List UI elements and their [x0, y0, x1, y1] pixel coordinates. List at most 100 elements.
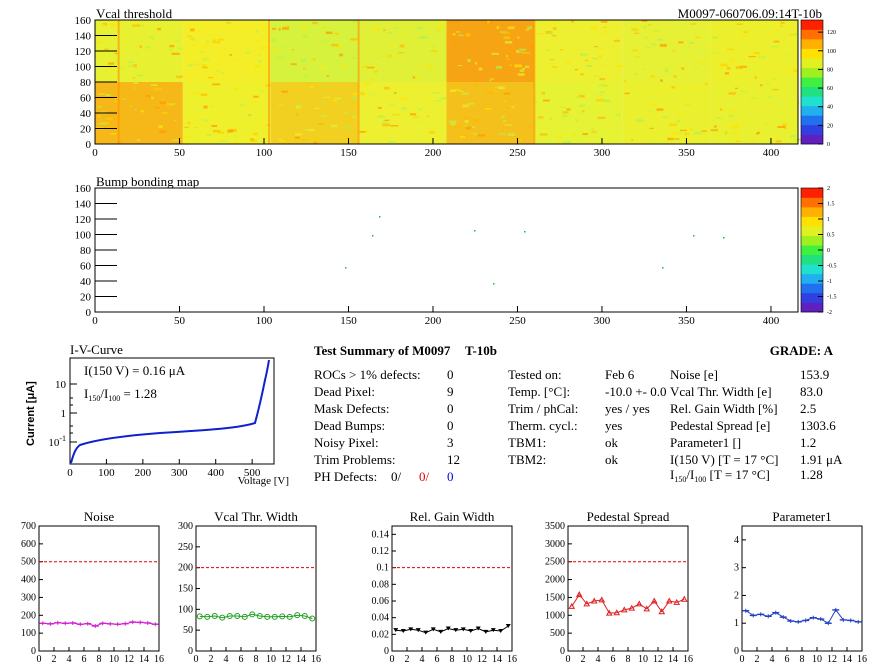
heat-cell: [159, 101, 166, 104]
heat-cell: [582, 31, 585, 33]
heat-cell: [491, 52, 499, 55]
heat-cell: [670, 131, 679, 135]
heat-cell: [602, 26, 607, 28]
heat-cell: [250, 139, 258, 142]
heat-cell: [96, 52, 104, 55]
x-tick-label: 300: [594, 315, 611, 327]
heat-cell: [551, 66, 558, 69]
y-tick-label: 20: [80, 124, 92, 136]
roc-point: [673, 598, 681, 605]
heat-cell: [401, 107, 407, 110]
heat-cell: [323, 83, 327, 87]
heat-cell: [383, 86, 390, 90]
module-label: M0097-060706.09:14T-10b: [678, 6, 822, 21]
heat-cell: [334, 97, 342, 100]
summary-right-value: 153.9: [800, 367, 829, 382]
heat-cell: [453, 89, 461, 91]
heat-cell: [272, 27, 276, 30]
roc-point: [423, 630, 429, 635]
summary-right-value: 1.2: [800, 435, 816, 450]
heat-cell: [158, 125, 163, 128]
roc-y-tick-label: 0: [384, 646, 389, 657]
heat-cell: [587, 85, 591, 89]
heat-cell: [780, 24, 783, 27]
roc-y-tick-label: 4: [734, 535, 739, 546]
heat-cell: [277, 56, 285, 60]
heat-cell: [748, 56, 756, 58]
heat-cell: [118, 66, 125, 69]
heat-cell: [541, 23, 549, 27]
heat-cell: [158, 59, 162, 61]
heat-cell: [671, 86, 675, 89]
y-tick-label: 100: [75, 230, 92, 242]
roc-x-tick-label: 0: [566, 654, 571, 665]
heat-cell: [331, 43, 339, 47]
roc-series-line: [199, 613, 313, 619]
iv-line2: I150/I100 = 1.28: [84, 386, 157, 403]
ratio-label: I150/I100 [T = 17 °C]: [670, 467, 770, 484]
summary-left-label: Trim Problems:: [314, 452, 396, 467]
summary-right-value: 1303.6: [800, 418, 836, 433]
heat-cell: [561, 74, 565, 77]
column-stripe: [268, 20, 271, 144]
summary-right-label: Vcal Thr. Width [e]: [670, 384, 772, 399]
heat-cell: [549, 118, 552, 120]
roc-point: [415, 628, 421, 633]
heat-cell: [203, 44, 209, 46]
ratio-value: 1.28: [800, 467, 823, 482]
heat-cell: [108, 62, 115, 65]
palette-swatch: [801, 226, 823, 236]
heat-cell: [591, 128, 595, 130]
heat-cell: [504, 41, 513, 44]
y-tick-label: 160: [75, 15, 92, 27]
heat-cell: [514, 104, 520, 106]
roc-x-tick-label: 16: [857, 654, 867, 665]
roc-y-tick-label: 3: [734, 563, 739, 574]
heat-cell: [461, 92, 469, 95]
heat-cell: [384, 119, 390, 121]
palette-tick-label: 120: [827, 30, 836, 36]
heat-cell: [731, 110, 739, 113]
heat-cell: [200, 93, 208, 96]
heat-cell: [740, 90, 747, 92]
heat-cell: [254, 65, 260, 68]
roc-x-tick-label: 10: [462, 654, 472, 665]
heat-cell: [650, 103, 658, 105]
heat-cell: [194, 108, 201, 112]
y-tick-label: 160: [75, 183, 92, 195]
heat-cell: [429, 130, 436, 134]
heat-cell: [524, 65, 530, 68]
roc-x-tick-label: 2: [209, 654, 214, 665]
heat-cell: [195, 39, 198, 42]
heat-cell: [453, 45, 456, 48]
roc-point: [643, 605, 651, 612]
heat-cell: [262, 68, 267, 70]
heat-cell: [299, 26, 306, 28]
heat-cell: [155, 106, 160, 109]
heat-cell: [503, 100, 506, 102]
heat-cell: [494, 86, 501, 89]
heat-cell: [415, 52, 419, 55]
summary-mid-label: TBM2:: [508, 452, 546, 467]
summary-left-label: Dead Bumps:: [314, 418, 385, 433]
heat-cell: [102, 22, 108, 26]
heat-cell: [534, 48, 539, 51]
heat-cell: [133, 87, 136, 89]
heat-cell: [372, 28, 379, 31]
summary-left-value: 12: [447, 452, 460, 467]
heat-cell: [449, 120, 457, 123]
heat-cell: [499, 31, 508, 33]
heat-cell: [493, 91, 497, 93]
heat-cell: [783, 54, 789, 56]
roc-y-tick-label: 250: [178, 542, 193, 553]
y-tick-label: 100: [75, 62, 92, 74]
heat-cell: [505, 107, 513, 109]
heat-cell: [300, 59, 306, 62]
heat-cell: [434, 53, 440, 56]
heat-cell: [304, 129, 312, 131]
roc-series-line: [395, 625, 509, 634]
heat-cell: [652, 89, 655, 91]
heat-cell: [383, 27, 386, 29]
summary-left-label: Noisy Pixel:: [314, 435, 379, 450]
heat-cell: [171, 103, 176, 105]
